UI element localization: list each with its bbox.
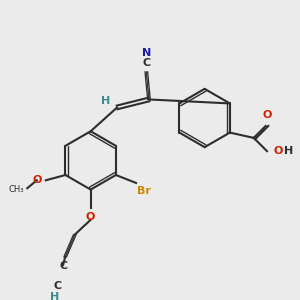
Text: H: H xyxy=(101,96,110,106)
Text: O: O xyxy=(86,212,95,222)
Text: H: H xyxy=(50,292,59,300)
Text: C: C xyxy=(142,58,150,68)
Text: H: H xyxy=(284,146,293,156)
Text: Br: Br xyxy=(137,186,151,196)
Text: O: O xyxy=(33,175,42,185)
Text: O: O xyxy=(262,110,272,120)
Text: N: N xyxy=(142,48,151,58)
Text: O: O xyxy=(273,146,283,156)
Text: C: C xyxy=(60,261,68,271)
Text: C: C xyxy=(54,281,62,291)
Text: CH₃: CH₃ xyxy=(8,185,23,194)
